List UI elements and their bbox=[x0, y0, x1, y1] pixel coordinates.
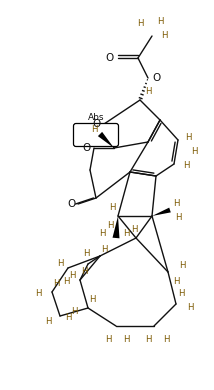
Text: H: H bbox=[69, 271, 75, 280]
Text: H: H bbox=[91, 126, 97, 135]
Text: H: H bbox=[187, 303, 193, 312]
Text: H: H bbox=[178, 289, 184, 298]
Text: H: H bbox=[81, 268, 87, 277]
Text: O: O bbox=[106, 53, 114, 63]
Text: H: H bbox=[53, 280, 59, 289]
Text: H: H bbox=[163, 335, 169, 344]
Text: O: O bbox=[93, 119, 101, 129]
Text: H: H bbox=[83, 250, 89, 259]
Text: H: H bbox=[89, 296, 95, 305]
Text: H: H bbox=[137, 20, 143, 28]
Text: H: H bbox=[179, 262, 185, 271]
Text: O: O bbox=[152, 73, 160, 83]
Text: H: H bbox=[123, 229, 129, 239]
Text: H: H bbox=[185, 133, 191, 142]
Text: H: H bbox=[107, 222, 113, 230]
Text: O: O bbox=[83, 143, 91, 153]
Text: H: H bbox=[173, 200, 179, 209]
Text: H: H bbox=[63, 278, 69, 287]
Text: H: H bbox=[157, 18, 163, 27]
Text: H: H bbox=[71, 307, 77, 317]
Text: H: H bbox=[65, 314, 71, 323]
Text: H: H bbox=[183, 161, 189, 170]
Text: H: H bbox=[109, 204, 115, 213]
Polygon shape bbox=[113, 216, 119, 238]
Text: H: H bbox=[45, 317, 51, 326]
Text: H: H bbox=[131, 225, 137, 234]
Text: H: H bbox=[173, 278, 179, 287]
Text: O: O bbox=[68, 199, 76, 209]
Text: H: H bbox=[57, 259, 63, 268]
Text: H: H bbox=[101, 245, 107, 255]
Text: H: H bbox=[99, 229, 105, 239]
Text: H: H bbox=[105, 335, 111, 344]
Text: H: H bbox=[35, 289, 41, 298]
Polygon shape bbox=[98, 132, 114, 148]
Text: Abs: Abs bbox=[88, 112, 104, 122]
Text: H: H bbox=[123, 335, 129, 344]
Text: H: H bbox=[175, 213, 181, 223]
FancyBboxPatch shape bbox=[73, 124, 119, 147]
Text: H: H bbox=[145, 335, 151, 344]
Polygon shape bbox=[152, 207, 171, 216]
Text: H: H bbox=[191, 147, 197, 156]
Text: H: H bbox=[145, 87, 151, 96]
Text: H: H bbox=[161, 32, 167, 41]
